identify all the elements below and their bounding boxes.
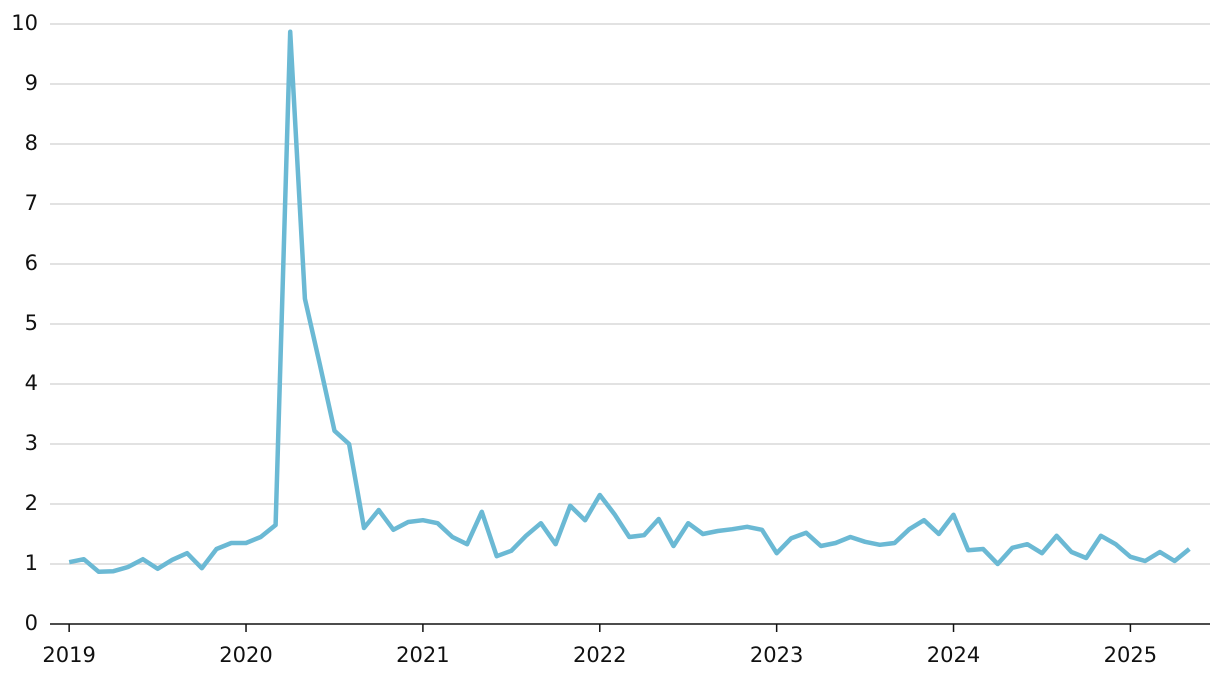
x-tick-label: 2021 xyxy=(396,643,449,667)
y-tick-label: 5 xyxy=(25,311,38,335)
x-tick-label: 2022 xyxy=(573,643,626,667)
y-tick-label: 0 xyxy=(25,611,38,635)
y-tick-label: 7 xyxy=(25,191,38,215)
y-tick-label: 6 xyxy=(25,251,38,275)
y-tick-label: 3 xyxy=(25,431,38,455)
y-tick-label: 9 xyxy=(25,71,38,95)
x-tick-label: 2025 xyxy=(1104,643,1157,667)
y-tick-label: 10 xyxy=(11,11,38,35)
data-line xyxy=(68,29,1191,575)
y-tick-label: 8 xyxy=(25,131,38,155)
x-tick-label: 2020 xyxy=(219,643,272,667)
x-tick-label: 2024 xyxy=(927,643,980,667)
y-tick-label: 4 xyxy=(25,371,38,395)
y-tick-label: 2 xyxy=(25,491,38,515)
x-tick-label: 2023 xyxy=(750,643,803,667)
x-tick-label: 2019 xyxy=(42,643,95,667)
y-tick-label: 1 xyxy=(25,551,38,575)
